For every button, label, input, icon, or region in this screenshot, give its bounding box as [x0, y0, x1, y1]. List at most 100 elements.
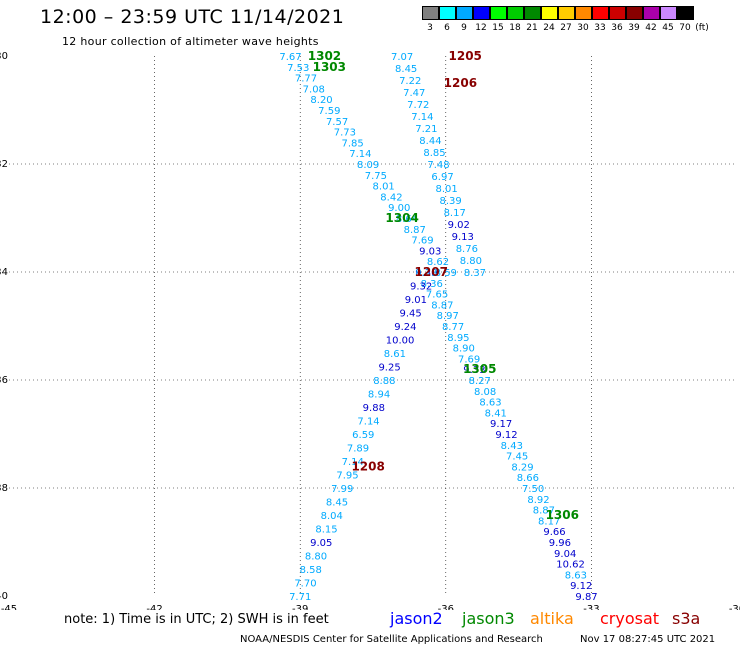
legend-swatch-24	[541, 6, 558, 20]
wave-height-value: 9.00	[388, 203, 410, 214]
wave-height-value: 7.48	[427, 160, 449, 171]
wave-height-value: 7.22	[399, 76, 421, 87]
wave-height-value: 8.01	[373, 182, 395, 193]
wave-height-value: 8.15	[315, 525, 337, 536]
wave-height-value: 9.88	[363, 403, 385, 414]
wave-height-value: 9.13	[452, 232, 474, 243]
legend-unit: (ft)	[695, 23, 709, 33]
legend-swatch-9	[456, 6, 473, 20]
wave-height-value: 8.01	[435, 184, 457, 195]
wave-height-value: 7.14	[349, 149, 371, 160]
wave-height-value: 7.47	[403, 88, 425, 99]
legend-swatch-42	[643, 6, 660, 20]
wave-height-value: 8.88	[373, 376, 395, 387]
legend-label-3: 3	[427, 23, 433, 33]
wave-height-value: 7.75	[365, 171, 387, 182]
satellite-cryosat: cryosat	[600, 609, 660, 628]
wave-height-value: 6.97	[431, 172, 453, 183]
wave-height-value: 7.14	[357, 417, 379, 428]
satellite-s3a: s3a	[672, 609, 701, 628]
wave-height-value: 7.72	[407, 100, 429, 111]
x-tick-label: -42	[146, 604, 162, 610]
wave-height-value: 8.62	[427, 257, 449, 268]
time-label: 1306	[546, 508, 579, 522]
legend-swatch-15	[490, 6, 507, 20]
wave-height-value: 8.45	[326, 498, 348, 509]
wave-height-value: 9.04	[554, 549, 576, 560]
legend-label-12: 12	[475, 23, 487, 33]
legend-label-33: 33	[594, 23, 606, 33]
wave-height-value: 7.69	[411, 236, 433, 247]
wave-height-value: 9.45	[399, 309, 421, 320]
points-layer: 7.677.537.777.088.207.597.577.737.857.14…	[279, 52, 597, 603]
wave-height-value: 8.44	[419, 136, 441, 147]
wave-height-value: 7.53	[287, 63, 309, 74]
legend-label-9: 9	[461, 23, 467, 33]
wave-height-value: 9.17	[490, 419, 512, 430]
wave-height-value: 8.37	[464, 268, 486, 279]
wave-height-value: 8.63	[479, 398, 501, 409]
wave-height-value: 8.87	[404, 225, 426, 236]
wave-height-value: 7.70	[294, 579, 316, 590]
wave-height-value: 8.97	[437, 311, 459, 322]
y-tick-label: -34	[0, 267, 8, 278]
wave-height-value: 7.08	[303, 84, 325, 95]
x-tick-label: -33	[583, 604, 599, 610]
wave-height-value: 8.41	[485, 408, 507, 419]
time-label: 1208	[351, 459, 384, 473]
y-tick-label: -36	[0, 375, 8, 386]
wave-height-value: 8.29	[511, 462, 533, 473]
wave-height-value: 7.95	[336, 471, 358, 482]
legend-label-15: 15	[492, 23, 504, 33]
legend-label-42: 42	[645, 23, 657, 33]
time-label: 1207	[415, 265, 448, 279]
wave-height-value: 9.12	[570, 581, 592, 592]
wave-height-value: 7.89	[347, 444, 369, 455]
chart-subtitle: 12 hour collection of altimeter wave hei…	[62, 35, 319, 48]
legend-swatch-45	[660, 6, 677, 20]
legend-label-39: 39	[628, 23, 640, 33]
x-tick-label: -30	[729, 604, 740, 610]
legend-label-36: 36	[611, 23, 623, 33]
wave-height-value: 7.69	[458, 354, 480, 365]
wave-height-value: 10.62	[556, 560, 585, 571]
wave-height-value: 9.30	[415, 268, 437, 279]
time-label: 1305	[463, 362, 496, 376]
wave-height-value: 7.07	[391, 52, 413, 63]
footer-credit: NOAA/NESDIS Center for Satellite Applica…	[240, 634, 543, 645]
wave-height-value: 7.85	[341, 138, 363, 149]
chart-title: 12:00 – 23:59 UTC 11/14/2021	[40, 6, 345, 28]
wave-height-value: 8.80	[305, 552, 327, 563]
wave-height-value: 7.77	[295, 74, 317, 85]
satellite-altika: altika	[530, 609, 574, 628]
wave-height-value: 7.99	[331, 484, 353, 495]
wave-height-value: 8.39	[440, 196, 462, 207]
wave-height-value: 7.57	[326, 117, 348, 128]
y-tick-label: -32	[0, 159, 8, 170]
wave-height-value: 8.61	[384, 349, 406, 360]
wave-height-value: 8.36	[421, 279, 443, 290]
wave-height-value: 9.96	[549, 538, 571, 549]
y-tick-label: -40	[0, 591, 8, 602]
time-label: 1303	[313, 60, 346, 74]
satellite-jason3: jason3	[462, 609, 515, 628]
legend-swatch-18	[507, 6, 524, 20]
legend-swatch-21	[524, 6, 541, 20]
legend-label-30: 30	[577, 23, 589, 33]
wave-height-value: 9.24	[394, 322, 416, 333]
wave-height-value: 8.90	[453, 344, 475, 355]
wave-height-value: 7.59	[318, 106, 340, 117]
satellite-jason2: jason2	[390, 609, 443, 628]
wave-height-value: 7.67	[279, 52, 301, 63]
wave-height-value: 9.03	[419, 246, 441, 257]
wave-height-value: 6.59	[352, 430, 374, 441]
wave-height-value: 8.80	[460, 256, 482, 267]
time-label: 1205	[449, 49, 482, 63]
wave-height-value: 8.63	[565, 570, 587, 581]
wave-height-value: 8.17	[444, 208, 466, 219]
plot-area: -45 -42 -39 -36 -33 -30 -30 -32 -34 -36 -38 -40 7.6…	[0, 49, 740, 610]
wave-height-value: 8.85	[423, 148, 445, 159]
wave-height-value: 8.64	[396, 214, 418, 225]
legend-swatch-70	[677, 6, 694, 20]
